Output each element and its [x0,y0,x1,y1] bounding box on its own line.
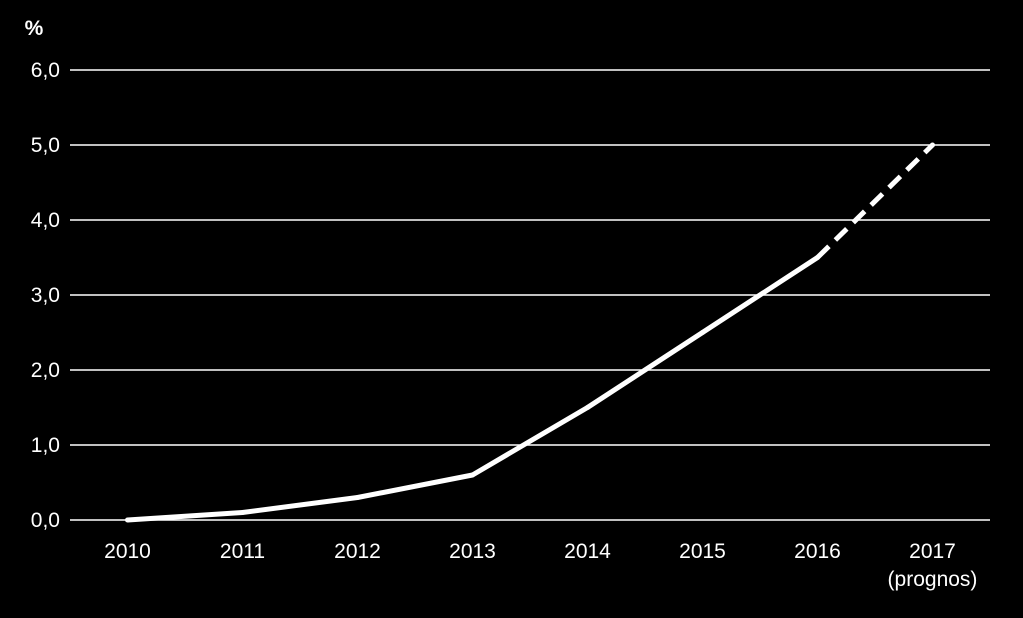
data-point [815,255,820,260]
x-tick-label: 2016 [794,540,841,563]
data-point [585,405,590,410]
gridlines [70,69,990,521]
series-layer [125,142,935,523]
x-axis-ticks: 2010 2011 2012 2013 2014 2015 2016 2017 (prognos… [104,540,977,591]
data-point [930,142,935,148]
x-tick-sublabel: (prognos) [888,568,978,591]
y-tick-label: 3,0 [31,284,60,307]
x-tick-label: 2010 [104,540,151,563]
series-line-forecast [815,143,935,260]
x-tick-label: 2017 [909,540,956,563]
y-tick-label: 4,0 [31,209,60,232]
x-tick-label: 2013 [449,540,496,563]
y-tick-label: 0,0 [31,509,60,532]
x-tick-label: 2011 [220,540,265,563]
y-tick-label: 5,0 [31,134,60,157]
x-tick-label: 2014 [564,540,611,563]
data-point [700,330,705,335]
data-point [355,495,360,500]
y-tick-label: 1,0 [31,434,60,457]
y-tick-label: 6,0 [31,59,60,82]
data-point [240,510,245,515]
data-point [470,472,475,478]
x-tick-label: 2012 [334,540,381,563]
data-point [125,517,130,523]
y-axis-ticks: 0,0 1,0 2,0 3,0 4,0 5,0 6,0 [31,59,60,532]
y-axis-unit-label: % [25,17,44,40]
x-tick-label: 2015 [679,540,726,563]
series-line-actual [127,255,819,523]
y-tick-label: 2,0 [31,359,60,382]
